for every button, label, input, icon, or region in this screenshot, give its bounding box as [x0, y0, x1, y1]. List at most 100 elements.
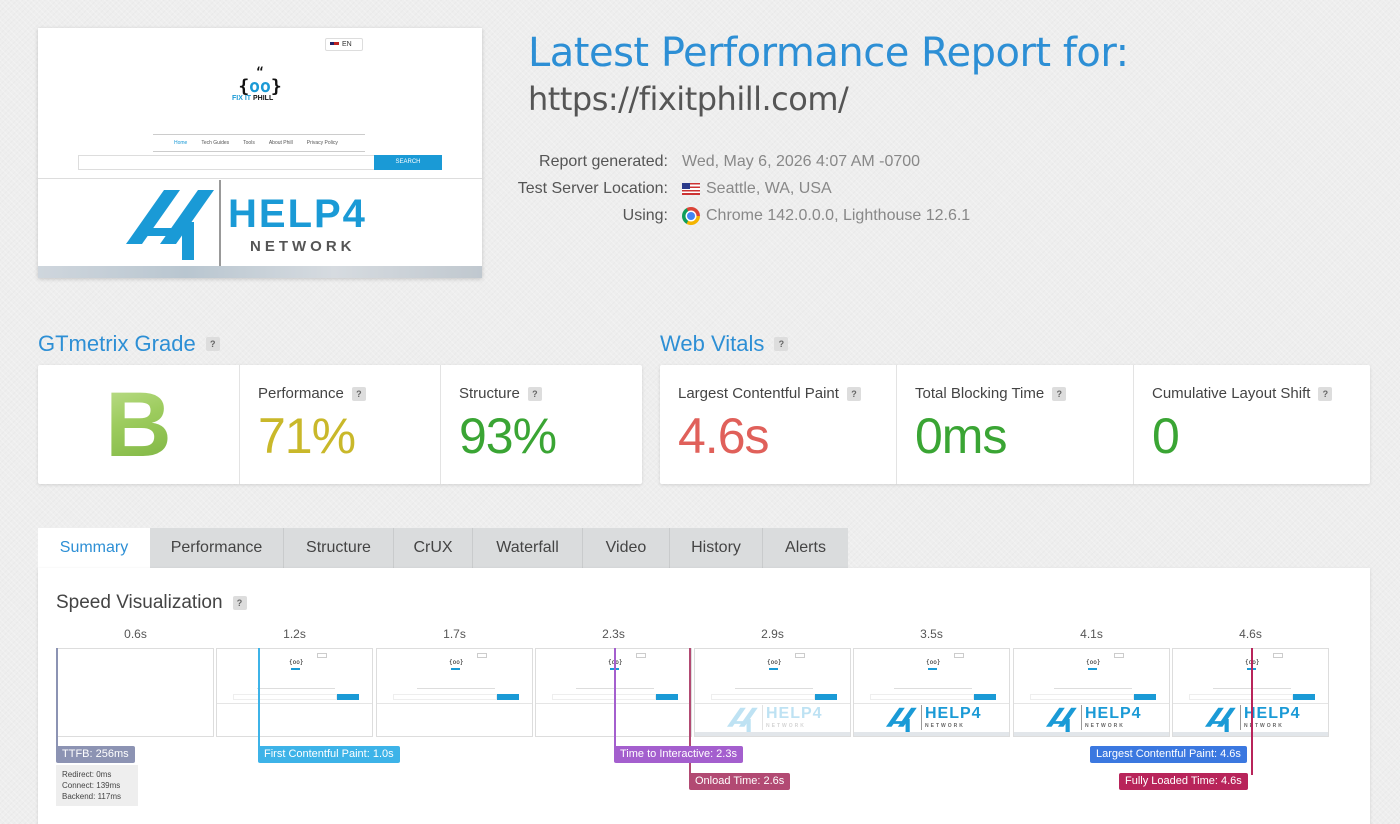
frame-divider: [217, 703, 372, 704]
web-vitals-title: Web Vitals: [660, 331, 765, 356]
frame-strip: [1014, 732, 1169, 736]
frame-strip: [854, 732, 1009, 736]
tab-structure[interactable]: Structure: [284, 528, 394, 568]
web-vitals-card: Largest Contentful Paint ? 4.6s Total Bl…: [660, 365, 1370, 484]
frame-search-box: [870, 694, 974, 700]
frame-search-box: [711, 694, 815, 700]
help-icon[interactable]: ?: [1052, 386, 1067, 401]
lcp-value: 4.6s: [678, 408, 770, 464]
frame-nav-line: [257, 688, 335, 689]
report-meta: Report generated: Wed, May 6, 2026 4:07 …: [500, 148, 1100, 229]
frame-time: 0.6s: [124, 627, 147, 641]
tab-history[interactable]: History: [670, 528, 763, 568]
frame-brand-text: HELP4 NETWORK: [762, 705, 823, 730]
frame-search-box: [1030, 694, 1134, 700]
help-icon[interactable]: ?: [774, 337, 789, 351]
frame-brand-sub: NETWORK: [766, 723, 806, 729]
lcp-marker[interactable]: Largest Contentful Paint: 4.6s: [1090, 746, 1247, 763]
help-icon[interactable]: ?: [846, 386, 861, 401]
frame-divider: [695, 703, 850, 704]
brand-sub: NETWORK: [250, 238, 356, 255]
frame-lang-icon: [954, 653, 964, 658]
meta-value: Seattle, WA, USA: [682, 180, 832, 198]
tti-marker[interactable]: Time to Interactive: 2.3s: [614, 746, 743, 763]
frame-time: 4.1s: [1080, 627, 1103, 641]
fcp-marker[interactable]: First Contentful Paint: 1.0s: [258, 746, 400, 763]
site-logo: “ {oo}: [235, 66, 285, 97]
frame-lang-icon: [477, 653, 487, 658]
structure-cell: Structure ? 93%: [441, 365, 642, 484]
site-search-box: [78, 155, 374, 170]
ttfb-marker[interactable]: TTFB: 256ms: [56, 746, 135, 763]
frame-divider: [854, 703, 1009, 704]
speed-visualization-title: Speed Visualization: [56, 592, 223, 613]
frame-logo-icon: {oo}: [289, 659, 303, 670]
frame-logo-icon: {oo}: [1086, 659, 1100, 670]
help-icon[interactable]: ?: [205, 337, 220, 351]
page-screenshot: EN “ {oo} FIX IT PHILL Home Tech Guides …: [38, 28, 482, 278]
cls-label: Cumulative Layout Shift: [1152, 385, 1311, 402]
site-name-b: PHILL: [253, 95, 274, 102]
meta-label: Report generated:: [539, 152, 668, 170]
frame-lang-icon: [1273, 653, 1283, 658]
help-icon[interactable]: ?: [232, 596, 247, 610]
tab-crux[interactable]: CrUX: [394, 528, 473, 568]
frame-nav-line: [735, 688, 813, 689]
tab-alerts[interactable]: Alerts: [763, 528, 848, 568]
frame-brand-main: HELP4: [1244, 705, 1301, 722]
help-icon[interactable]: ?: [351, 386, 366, 401]
frame-search-button: [337, 694, 359, 700]
performance-label-row: Performance ?: [258, 385, 366, 402]
grade-card: B Performance ? 71% Structure ? 93%: [38, 365, 642, 484]
frame-brand-main: HELP4: [1085, 705, 1142, 722]
frame-strip: [1173, 732, 1328, 736]
meta-label: Test Server Location:: [517, 179, 668, 197]
site-nav-item: Tech Guides: [201, 140, 230, 146]
ttfb-backend: Backend: 117ms: [62, 792, 121, 801]
lcp-label: Largest Contentful Paint: [678, 385, 839, 402]
frame-time: 2.3s: [602, 627, 625, 641]
site-nav: Home Tech Guides Tools About Phill Priva…: [174, 140, 338, 146]
site-nav-item: Tools: [243, 140, 255, 146]
site-logo-mid: oo: [249, 76, 271, 97]
tab-performance[interactable]: Performance: [150, 528, 284, 568]
grade-cell: B: [38, 365, 240, 484]
tab-summary[interactable]: Summary: [38, 528, 150, 568]
help-icon[interactable]: ?: [1318, 386, 1333, 401]
frame-time: 3.5s: [920, 627, 943, 641]
help-icon[interactable]: ?: [527, 386, 542, 401]
ttfb-marker-line: [56, 648, 58, 748]
frame-brand: HELP4 NETWORK: [1044, 705, 1142, 733]
lcp-label-row: Largest Contentful Paint ?: [678, 385, 861, 402]
chrome-icon: [682, 206, 700, 225]
fully-loaded-marker[interactable]: Fully Loaded Time: 4.6s: [1119, 773, 1248, 790]
meta-label: Using:: [622, 206, 668, 224]
filmstrip-frame[interactable]: {oo}: [376, 648, 533, 737]
h4-logo-icon: [126, 190, 214, 260]
performance-label: Performance: [258, 385, 344, 402]
frame-brand: HELP4 NETWORK: [1203, 705, 1301, 733]
tab-waterfall[interactable]: Waterfall: [473, 528, 583, 568]
frame-nav-line: [417, 688, 495, 689]
site-nav-item: About Phill: [268, 140, 293, 146]
report-date: Wed, May 6, 2026 4:07 AM -0700: [682, 152, 921, 170]
cls-label-row: Cumulative Layout Shift ?: [1152, 385, 1333, 402]
frame-logo-icon: {oo}: [449, 659, 463, 670]
onload-marker[interactable]: Onload Time: 2.6s: [689, 773, 791, 790]
filmstrip-frame[interactable]: {oo}: [216, 648, 373, 737]
frame-nav-line: [1054, 688, 1132, 689]
filmstrip-frame[interactable]: {oo}: [535, 648, 692, 737]
frame-search-button: [974, 694, 996, 700]
frame-search-box: [552, 694, 656, 700]
frame-search-box: [233, 694, 337, 700]
meta-row-generated: Report generated: Wed, May 6, 2026 4:07 …: [500, 148, 1100, 175]
frame-brand-text: HELP4 NETWORK: [1240, 705, 1301, 730]
fcp-marker-line: [258, 648, 260, 748]
tab-video[interactable]: Video: [583, 528, 670, 568]
gtmetrix-grade-heading: GTmetrix Grade ?: [38, 331, 220, 357]
filmstrip-frame[interactable]: [57, 648, 214, 737]
frame-brand: HELP4 NETWORK: [884, 705, 982, 733]
